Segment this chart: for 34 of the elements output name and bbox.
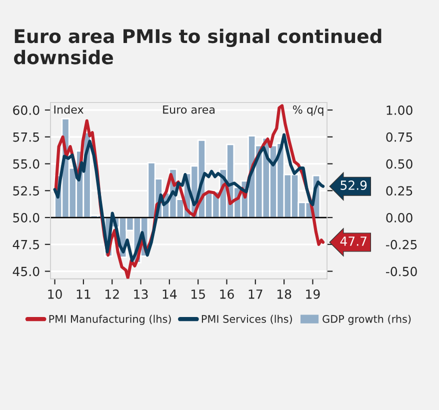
x-tick-label: 16: [220, 289, 234, 299]
annotation: 47.7: [340, 236, 366, 246]
legend-label: PMI Manufacturing (lhs): [49, 314, 171, 325]
y2-tick-label: -0.50: [386, 266, 417, 276]
y2-tick-label: 1.00: [386, 105, 412, 115]
y-tick-label: 60.0: [13, 105, 40, 115]
legend-label: PMI Services (lhs): [202, 314, 292, 324]
x-tick-label: 11: [76, 290, 90, 299]
chart-subtitle: Euro area: [163, 105, 214, 114]
y-tick-label: 50.0: [13, 212, 40, 222]
y-tick-label: 45.0: [12, 266, 40, 276]
y-tick-label: 55.0: [13, 159, 40, 169]
y-tick-label: 47.5: [12, 240, 39, 250]
y2-tick-label: -0.25: [386, 240, 417, 250]
x-tick-label: 13: [134, 289, 148, 299]
x-tick-label: 18: [277, 289, 292, 299]
y-tick-label: 52.5: [13, 186, 39, 196]
x-tick-label: 15: [192, 290, 205, 299]
legend-label: GDP growth (rhs): [322, 314, 411, 325]
chart-title: Euro area PMIs to signal continued downside: [14, 28, 382, 64]
line-series: [53, 133, 325, 262]
x-tick-label: 14: [162, 290, 177, 299]
annotation: 52.9: [340, 180, 367, 190]
y2-tick-label: 0.25: [386, 186, 412, 196]
y2-tick-label: 0.75: [386, 132, 412, 142]
x-tick-label: 17: [248, 290, 262, 299]
x-tick-label: 12: [106, 289, 119, 299]
y-tick-label: 57.5: [13, 132, 39, 142]
x-tick-label: 10: [48, 289, 62, 299]
y2-axis-title: % q/q: [292, 105, 324, 116]
y-axis-title: Index: [54, 105, 84, 114]
y2-tick-label: 0.50: [386, 159, 412, 169]
y2-tick-label: 0.00: [386, 212, 412, 222]
x-tick-label: 19: [306, 289, 320, 299]
